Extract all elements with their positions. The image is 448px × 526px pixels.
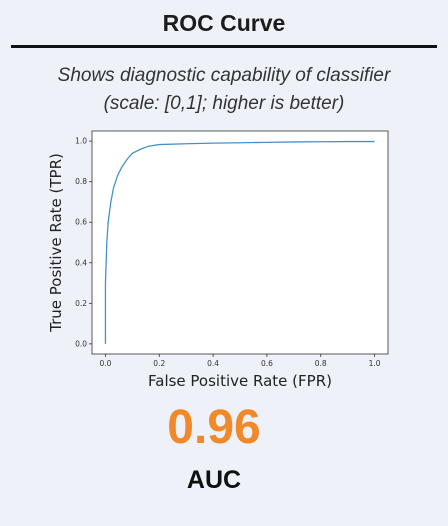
y-tick-label: 0.0 <box>75 339 87 348</box>
y-tick-label: 0.6 <box>75 218 87 227</box>
x-tick-label: 0.6 <box>261 359 273 368</box>
x-tick-label: 0.4 <box>207 359 219 368</box>
subtitle-line-1: Shows diagnostic capability of classifie… <box>57 65 391 86</box>
title-divider <box>11 45 437 48</box>
x-axis-label: False Positive Rate (FPR) <box>148 372 332 390</box>
y-axis-ticks: 0.0 0.2 0.4 0.6 0.8 1.0 <box>75 137 92 348</box>
roc-curve-line <box>104 140 375 344</box>
page-title: ROC Curve <box>162 10 286 36</box>
x-tick-label: 1.0 <box>369 359 381 368</box>
auc-value: 0.96 <box>167 401 261 454</box>
y-tick-label: 1.0 <box>75 137 87 146</box>
x-axis-ticks: 0.0 0.2 0.4 0.6 0.8 1.0 <box>99 354 381 368</box>
subtitle-line-2: (scale: [0,1]; higher is better) <box>103 93 345 114</box>
x-tick-label: 0.0 <box>99 359 111 368</box>
x-tick-label: 0.2 <box>153 359 165 368</box>
y-tick-label: 0.8 <box>75 177 87 186</box>
roc-chart: 0.0 0.2 0.4 0.6 0.8 1.0 0.0 0.2 0.4 0.6 0.8 1.0 Fa… <box>47 130 389 390</box>
plot-frame <box>91 130 389 355</box>
y-tick-label: 0.2 <box>75 299 87 308</box>
y-tick-label: 0.4 <box>75 258 87 267</box>
x-tick-label: 0.8 <box>315 359 327 368</box>
auc-label: AUC <box>186 466 242 494</box>
y-axis-label: True Positive Rate (TPR) <box>47 153 65 333</box>
